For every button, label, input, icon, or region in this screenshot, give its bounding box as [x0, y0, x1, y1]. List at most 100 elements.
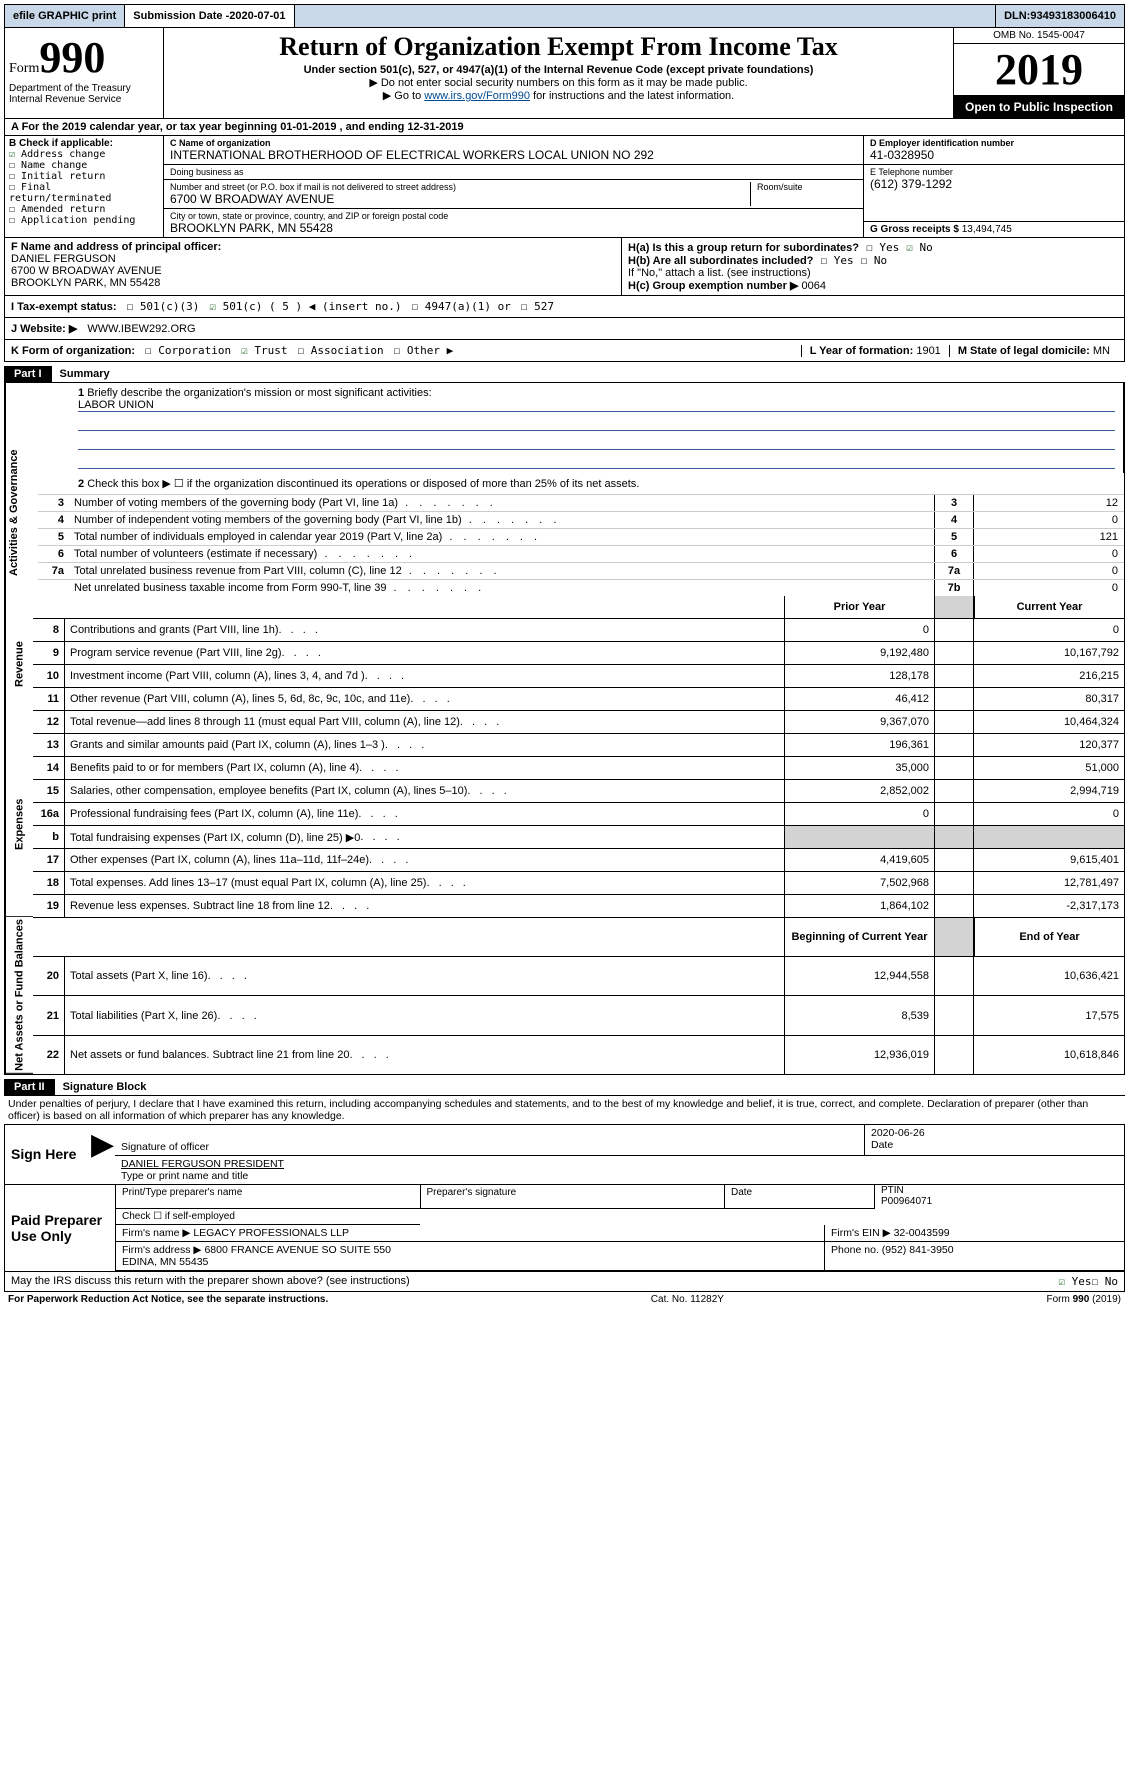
- line-desc: Other revenue (Part VIII, column (A), li…: [65, 687, 784, 710]
- line-num: 8: [33, 618, 65, 641]
- line-num: 20: [33, 956, 65, 995]
- chk-address-change[interactable]: Address change: [9, 149, 159, 160]
- line-desc: Total liabilities (Part X, line 26) . . …: [65, 995, 784, 1034]
- line-desc: Total unrelated business revenue from Pa…: [70, 563, 934, 579]
- sig-officer-label: Signature of officer: [121, 1141, 858, 1153]
- dln: DLN: 93493183006410: [996, 5, 1124, 27]
- chk-application-pending[interactable]: Application pending: [9, 215, 159, 226]
- discuss-row: May the IRS discuss this return with the…: [4, 1272, 1125, 1292]
- line-num: 4: [38, 512, 70, 528]
- line-2: 2 Check this box ▶ ☐ if the organization…: [38, 473, 1124, 494]
- sp: [934, 894, 974, 917]
- discuss-yes[interactable]: Yes: [1058, 1275, 1091, 1288]
- discuss-no[interactable]: No: [1092, 1275, 1119, 1288]
- department: Department of the Treasury Internal Reve…: [9, 83, 159, 105]
- city-label: City or town, state or province, country…: [170, 211, 857, 221]
- sp: [65, 596, 784, 618]
- line-num: 11: [33, 687, 65, 710]
- cy-val: 0: [974, 618, 1124, 641]
- line-box: 7b: [934, 580, 974, 596]
- officer-label: F Name and address of principal officer:: [11, 241, 615, 253]
- korg-label: K Form of organization:: [11, 345, 135, 357]
- firm-ein: Firm's EIN ▶ 32-0043599: [824, 1225, 1124, 1242]
- box-b-label: B Check if applicable:: [9, 138, 159, 149]
- cy-val: 9,615,401: [974, 848, 1124, 871]
- cy-val: [974, 825, 1124, 848]
- chk-initial-return[interactable]: Initial return: [9, 171, 159, 182]
- line-num: 13: [33, 733, 65, 756]
- perjury-statement: Under penalties of perjury, I declare th…: [4, 1096, 1125, 1124]
- py-val: 128,178: [784, 664, 934, 687]
- chk-other[interactable]: Other ▶: [394, 344, 454, 357]
- part1-header: Part I: [4, 366, 52, 382]
- line-desc: Investment income (Part VIII, column (A)…: [65, 664, 784, 687]
- line-desc: Grants and similar amounts paid (Part IX…: [65, 733, 784, 756]
- website-label: J Website: ▶: [11, 322, 77, 335]
- status-label: I Tax-exempt status:: [11, 301, 117, 313]
- form-title: Return of Organization Exempt From Incom…: [174, 32, 943, 62]
- py-val: 1,864,102: [784, 894, 934, 917]
- chk-final-return-terminated[interactable]: Final return/terminated: [9, 182, 159, 204]
- cy-val: 17,575: [974, 995, 1124, 1034]
- firm-name: Firm's name ▶ LEGACY PROFESSIONALS LLP: [115, 1225, 824, 1242]
- discuss-label: May the IRS discuss this return with the…: [11, 1275, 1058, 1288]
- line-box: 5: [934, 529, 974, 545]
- cy-val: 216,215: [974, 664, 1124, 687]
- pra-notice: For Paperwork Reduction Act Notice, see …: [8, 1294, 328, 1305]
- sp: [934, 1035, 974, 1074]
- box-c: C Name of organization INTERNATIONAL BRO…: [164, 136, 863, 237]
- chk-corp[interactable]: Corporation: [145, 344, 231, 357]
- py-val: 0: [784, 802, 934, 825]
- tab-rev: Revenue: [5, 596, 33, 733]
- chk-name-change[interactable]: Name change: [9, 160, 159, 171]
- sp: [934, 802, 974, 825]
- col-l: Beginning of Current Year: [784, 917, 934, 956]
- box-de: D Employer identification number 41-0328…: [863, 136, 1124, 237]
- year-cell: OMB No. 1545-0047 2019 Open to Public In…: [953, 28, 1124, 118]
- omb-number: OMB No. 1545-0047: [954, 28, 1124, 44]
- q1-val: LABOR UNION: [78, 399, 1115, 412]
- part1-bar: Part I Summary: [4, 366, 1125, 383]
- paid-preparer: Paid Preparer Use Only Print/Type prepar…: [5, 1184, 1124, 1271]
- chk-501c3[interactable]: 501(c)(3): [127, 300, 200, 313]
- officer-addr2: BROOKLYN PARK, MN 55428: [11, 277, 615, 289]
- chk-assoc[interactable]: Association: [298, 344, 384, 357]
- chk-trust[interactable]: Trust: [241, 344, 287, 357]
- ha-yes[interactable]: Yes: [866, 241, 899, 254]
- city: BROOKLYN PARK, MN 55428: [170, 221, 857, 235]
- line-desc: Total expenses. Add lines 13–17 (must eq…: [65, 871, 784, 894]
- officer-name-title-label: Type or print name and title: [121, 1170, 1118, 1182]
- ein: 41-0328950: [870, 148, 1118, 162]
- py-val: 35,000: [784, 756, 934, 779]
- line-desc: Other expenses (Part IX, column (A), lin…: [65, 848, 784, 871]
- line-desc: Contributions and grants (Part VIII, lin…: [65, 618, 784, 641]
- officer-name-title: DANIEL FERGUSON PRESIDENT: [121, 1158, 1118, 1170]
- sp: [934, 995, 974, 1034]
- sp: [934, 756, 974, 779]
- line-num: 15: [33, 779, 65, 802]
- summary-table: RevenuePrior YearCurrent Year8Contributi…: [4, 596, 1125, 1075]
- firm-addr: Firm's address ▶ 6800 FRANCE AVENUE SO S…: [115, 1242, 824, 1271]
- efile-label[interactable]: efile GRAPHIC print: [5, 5, 125, 27]
- cy-val: 51,000: [974, 756, 1124, 779]
- line-num: 16a: [33, 802, 65, 825]
- irs-link[interactable]: www.irs.gov/Form990: [424, 90, 530, 102]
- chk-amended-return[interactable]: Amended return: [9, 204, 159, 215]
- hb-yes[interactable]: Yes: [820, 254, 853, 267]
- gross-receipts: 13,494,745: [962, 224, 1012, 235]
- py-val: 4,419,605: [784, 848, 934, 871]
- chk-4947[interactable]: 4947(a)(1) or: [411, 300, 510, 313]
- chk-527[interactable]: 527: [521, 300, 554, 313]
- cat-number: Cat. No. 11282Y: [651, 1294, 724, 1305]
- year-formation: L Year of formation: 1901: [801, 345, 949, 357]
- line-num: 18: [33, 871, 65, 894]
- py-val: 46,412: [784, 687, 934, 710]
- tax-year-line: A For the 2019 calendar year, or tax yea…: [4, 119, 1125, 136]
- line-desc: Total revenue—add lines 8 through 11 (mu…: [65, 710, 784, 733]
- ha-no[interactable]: No: [906, 241, 933, 254]
- line-num: 3: [38, 495, 70, 511]
- line-num: [38, 580, 70, 596]
- chk-501c[interactable]: 501(c) ( 5 ) ◀ (insert no.): [209, 300, 401, 313]
- line-num: 14: [33, 756, 65, 779]
- hb-no[interactable]: No: [861, 254, 888, 267]
